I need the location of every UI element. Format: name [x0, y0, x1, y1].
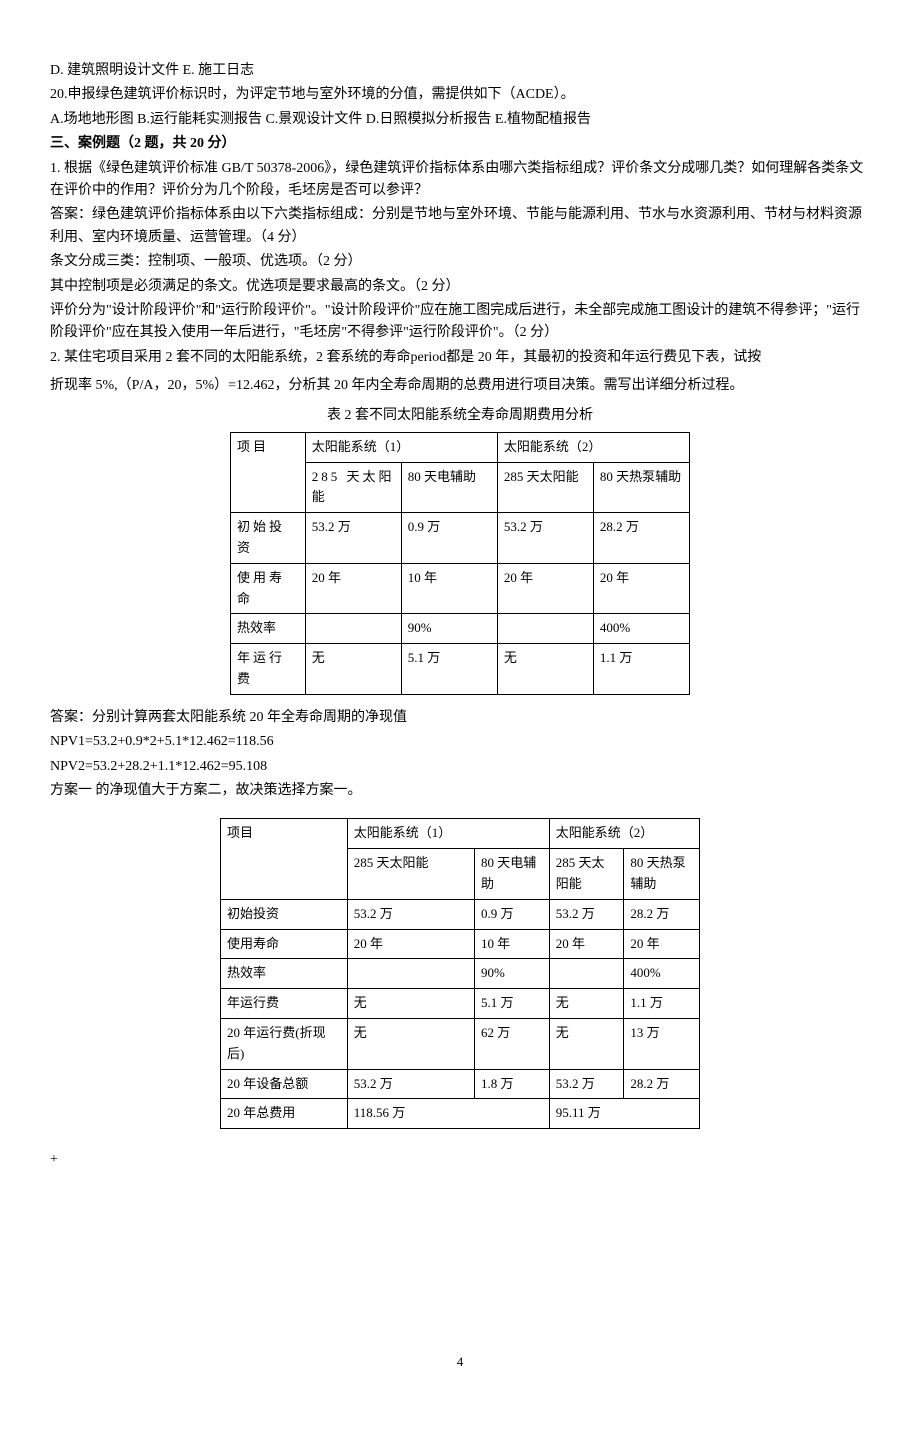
- t1-cell: 10 年: [401, 563, 497, 614]
- t1-row-label: 初始投资: [231, 513, 306, 564]
- t2-cell: [347, 959, 474, 989]
- t2-row-label: 热效率: [221, 959, 348, 989]
- t2-cell: 13 万: [624, 1018, 700, 1069]
- t2-total-label: 20 年总费用: [221, 1099, 348, 1129]
- t1-cell: 53.2 万: [497, 513, 593, 564]
- t1-cell: 28.2 万: [593, 513, 689, 564]
- t2-row-label: 20 年设备总额: [221, 1069, 348, 1099]
- t2-header-system1: 太阳能系统（1）: [347, 819, 549, 849]
- table1-caption: 表 2 套不同太阳能系统全寿命周期费用分析: [50, 405, 870, 427]
- t1-cell: [305, 614, 401, 644]
- t2-cell: 53.2 万: [347, 899, 474, 929]
- t2-cell: 53.2 万: [549, 899, 624, 929]
- t2-cell: 无: [549, 1018, 624, 1069]
- t1-cell: 20 年: [305, 563, 401, 614]
- plus-sign: +: [50, 1149, 870, 1171]
- t1-cell: 53.2 万: [305, 513, 401, 564]
- t1-header-system2: 太阳能系统（2）: [497, 432, 689, 462]
- t2-row-label: 使用寿命: [221, 929, 348, 959]
- t2-cell: 0.9 万: [475, 899, 550, 929]
- t2-cell: [549, 959, 624, 989]
- t1-cell: 1.1 万: [593, 644, 689, 695]
- t1-cell: 20 年: [593, 563, 689, 614]
- answer-2-line4: 方案一 的净现值大于方案二，故决策选择方案一。: [50, 780, 870, 802]
- t1-cell: [497, 614, 593, 644]
- page-number: 4: [50, 1352, 870, 1373]
- answer-2-line1: 答案：分别计算两套太阳能系统 20 年全寿命周期的净现值: [50, 707, 870, 729]
- t2-header-system2: 太阳能系统（2）: [549, 819, 699, 849]
- t2-sub-c2a: 285 天太阳能: [347, 849, 474, 900]
- table-2: 项目 太阳能系统（1） 太阳能系统（2） 285 天太阳能 80 天电辅助 28…: [220, 818, 700, 1129]
- t1-header-project: 项目: [231, 432, 306, 512]
- t2-cell: 20 年: [624, 929, 700, 959]
- answer-1-line1: 答案：绿色建筑评价指标体系由以下六类指标组成：分别是节地与室外环境、节能与能源利…: [50, 204, 870, 249]
- t2-cell: 无: [347, 1018, 474, 1069]
- t2-cell: 10 年: [475, 929, 550, 959]
- t2-cell: 20 年: [347, 929, 474, 959]
- t1-cell: 0.9 万: [401, 513, 497, 564]
- t1-sub-c3b: 80 天热泵辅助: [593, 462, 689, 513]
- answer-1-line2: 条文分成三类：控制项、一般项、优选项。（2 分）: [50, 251, 870, 273]
- t1-cell: 90%: [401, 614, 497, 644]
- t1-row-label: 热效率: [231, 614, 306, 644]
- t2-cell: 无: [347, 989, 474, 1019]
- section-heading: 三、案例题（2 题，共 20 分）: [50, 133, 870, 155]
- question-20-options: A.场地地形图 B.运行能耗实测报告 C.景观设计文件 D.日照模拟分析报告 E…: [50, 109, 870, 131]
- t2-total-v2: 95.11 万: [549, 1099, 699, 1129]
- answer-2-line2: NPV1=53.2+0.9*2+5.1*12.462=118.56: [50, 731, 870, 753]
- t1-sub-c2a: 285 天太阳能: [305, 462, 401, 513]
- t2-row-label: 年运行费: [221, 989, 348, 1019]
- t2-sub-c3b: 80 天热泵辅助: [624, 849, 700, 900]
- t1-cell: 20 年: [497, 563, 593, 614]
- t2-cell: 1.1 万: [624, 989, 700, 1019]
- answer-1-line3: 其中控制项是必须满足的条文。优选项是要求最高的条文。（2 分）: [50, 276, 870, 298]
- t2-cell: 28.2 万: [624, 899, 700, 929]
- t2-header-project: 项目: [221, 819, 348, 899]
- t2-row-label: 20 年运行费(折现后): [221, 1018, 348, 1069]
- case-question-2-line2: 折现率 5%,（P/A，20，5%）=12.462，分析其 20 年内全寿命周期…: [50, 375, 870, 397]
- t2-cell: 90%: [475, 959, 550, 989]
- t1-cell: 无: [305, 644, 401, 695]
- option-line: D. 建筑照明设计文件 E. 施工日志: [50, 60, 870, 82]
- t1-cell: 无: [497, 644, 593, 695]
- t2-cell: 53.2 万: [549, 1069, 624, 1099]
- t2-total-v1: 118.56 万: [347, 1099, 549, 1129]
- answer-2-line3: NPV2=53.2+28.2+1.1*12.462=95.108: [50, 756, 870, 778]
- t2-cell: 62 万: [475, 1018, 550, 1069]
- t1-row-label: 年运行费: [231, 644, 306, 695]
- t2-sub-c3a: 285 天太阳能: [549, 849, 624, 900]
- t2-cell: 1.8 万: [475, 1069, 550, 1099]
- t2-cell: 400%: [624, 959, 700, 989]
- t1-sub-c3a: 285 天太阳能: [497, 462, 593, 513]
- t2-cell: 无: [549, 989, 624, 1019]
- table-1: 项目 太阳能系统（1） 太阳能系统（2） 285 天太阳能 80 天电辅助 28…: [230, 432, 690, 695]
- case-question-1: 1. 根据《绿色建筑评价标准 GB/T 50378-2006》，绿色建筑评价指标…: [50, 158, 870, 203]
- t2-sub-c2b: 80 天电辅助: [475, 849, 550, 900]
- t2-cell: 53.2 万: [347, 1069, 474, 1099]
- t1-cell: 5.1 万: [401, 644, 497, 695]
- t2-row-label: 初始投资: [221, 899, 348, 929]
- t1-header-system1: 太阳能系统（1）: [305, 432, 497, 462]
- t2-cell: 20 年: [549, 929, 624, 959]
- t1-cell: 400%: [593, 614, 689, 644]
- answer-1-line4: 评价分为"设计阶段评价"和"运行阶段评价"。"设计阶段评价"应在施工图完成后进行…: [50, 300, 870, 345]
- question-20: 20.申报绿色建筑评价标识时，为评定节地与室外环境的分值，需提供如下（ACDE）…: [50, 84, 870, 106]
- t1-row-label: 使用寿命: [231, 563, 306, 614]
- t2-cell: 5.1 万: [475, 989, 550, 1019]
- case-question-2-line1: 2. 某住宅项目采用 2 套不同的太阳能系统，2 套系统的寿命period都是 …: [50, 347, 870, 369]
- t1-sub-c2b: 80 天电辅助: [401, 462, 497, 513]
- t2-cell: 28.2 万: [624, 1069, 700, 1099]
